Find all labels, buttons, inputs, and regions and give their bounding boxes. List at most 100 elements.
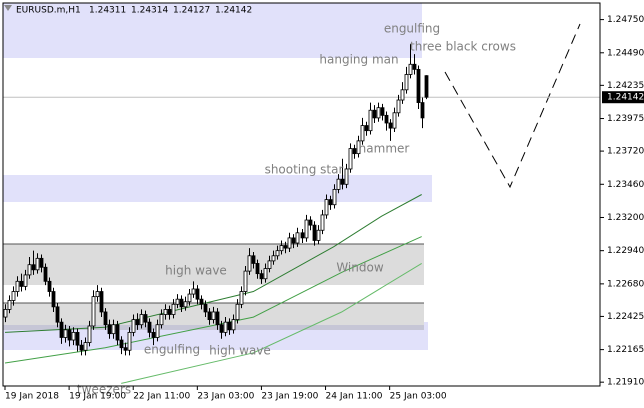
candle-body — [43, 266, 48, 282]
candle-body — [408, 63, 413, 75]
candle-body — [71, 331, 76, 341]
x-tick-label: 23 Jan 19:00 — [261, 392, 318, 402]
candle-body — [247, 255, 252, 272]
candle-body — [271, 255, 276, 262]
candle-body — [424, 75, 429, 98]
y-tick-label: 1.24750 — [607, 15, 644, 25]
zone — [3, 325, 424, 330]
header-high: 1.24314 — [131, 6, 168, 16]
y-tick-label: 1.21910 — [607, 378, 644, 388]
candle-body — [199, 298, 204, 305]
y-tick-label: 1.23200 — [607, 213, 644, 223]
annotation: hammer — [359, 142, 410, 156]
annotation: hanging man — [319, 53, 398, 67]
zone — [3, 3, 422, 58]
candle-body — [103, 311, 108, 326]
candle-body — [344, 168, 349, 185]
candle-body — [207, 311, 212, 321]
annotation: high wave — [209, 344, 271, 358]
x-tick-label: 19 Jan 2018 — [5, 392, 59, 402]
candle-body — [215, 311, 220, 326]
candle-body — [3, 308, 8, 318]
candle-body — [279, 245, 284, 252]
candle-body — [372, 109, 377, 119]
candle-body — [352, 148, 357, 155]
candle-body — [348, 148, 353, 170]
header-close: 1.24142 — [215, 6, 252, 16]
annotation: engulfing — [384, 22, 440, 36]
candle-body — [316, 229, 321, 241]
moving-average — [121, 262, 422, 384]
candle-body — [364, 125, 369, 132]
candle-body — [275, 250, 280, 257]
candle-body — [171, 303, 176, 315]
candle-body — [91, 296, 96, 327]
candle-body — [83, 342, 88, 351]
candle-body — [143, 314, 148, 323]
candle-body — [227, 321, 232, 331]
candle-body — [312, 224, 317, 241]
candle-body — [155, 324, 160, 338]
candle-body — [420, 102, 425, 119]
candle-body — [251, 255, 256, 264]
candle-body — [295, 232, 300, 244]
candle-body — [368, 109, 373, 132]
candle-body — [239, 291, 244, 305]
candle-body — [127, 331, 132, 351]
header-icon — [4, 5, 12, 11]
candle-body — [67, 329, 72, 341]
candle-body — [416, 68, 421, 103]
candle-body — [287, 237, 292, 249]
candle-body — [320, 214, 325, 231]
candle-body — [223, 321, 228, 333]
candle-body — [11, 291, 16, 301]
candle-body — [63, 329, 68, 338]
x-tick-label: 22 Jan 11:00 — [133, 392, 190, 402]
zone — [3, 175, 432, 202]
candle-body — [159, 314, 164, 326]
candle-body — [384, 114, 389, 124]
candle-body — [119, 339, 124, 349]
candle-body — [263, 268, 268, 280]
y-tick-label: 1.22165 — [607, 345, 644, 355]
candle-body — [283, 245, 288, 249]
candle-body — [35, 257, 40, 271]
candle-body — [360, 125, 365, 142]
moving-average — [4, 236, 422, 364]
candle-body — [211, 311, 216, 321]
annotation: Window — [336, 261, 384, 275]
y-tick-label: 1.22425 — [607, 312, 644, 322]
candle-body — [187, 293, 192, 303]
candle-body — [59, 321, 64, 338]
plot-frame — [2, 2, 601, 387]
candle-body — [31, 264, 36, 271]
candle-body — [167, 308, 172, 315]
candle-body — [195, 288, 200, 300]
candle-body — [235, 303, 240, 321]
candle-body — [139, 314, 144, 326]
candle-body — [75, 331, 80, 346]
candle-body — [291, 237, 296, 244]
candle-body — [131, 319, 136, 333]
candle-body — [219, 324, 224, 333]
candle-body — [163, 308, 168, 315]
price-label: 1.24142 — [607, 93, 644, 103]
candle-body — [324, 199, 329, 216]
candle-body — [259, 273, 264, 280]
y-tick-label: 1.24235 — [607, 81, 644, 91]
candle-body — [23, 274, 28, 287]
x-tick-label: 25 Jan 03:00 — [390, 392, 447, 402]
annotation: engulfing — [144, 343, 200, 357]
candle-body — [340, 178, 345, 185]
candle-body — [87, 325, 92, 343]
candle-body — [47, 280, 52, 292]
price-label-bg — [602, 91, 644, 104]
candle-body — [179, 298, 184, 308]
candle-body — [400, 89, 405, 101]
projection-line — [444, 23, 581, 189]
candle-body — [19, 280, 24, 287]
candle-body — [51, 291, 56, 308]
annotation: three black crows — [410, 40, 516, 54]
candle-body — [79, 344, 84, 351]
